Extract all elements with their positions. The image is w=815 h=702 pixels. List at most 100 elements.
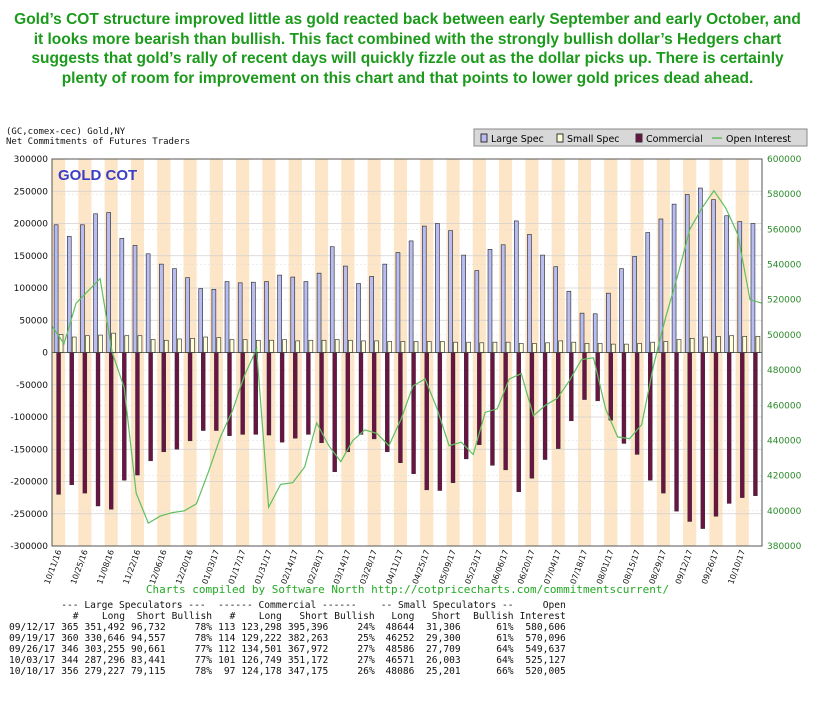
bar-large-spec xyxy=(369,276,374,353)
table-cell: 48644 xyxy=(385,622,415,633)
bar-small-spec xyxy=(229,339,235,353)
table-cell: 46571 xyxy=(385,655,415,666)
bar-large-spec xyxy=(448,230,453,353)
bar-small-spec xyxy=(295,340,300,353)
col-header: Short xyxy=(431,611,461,622)
bar-large-spec xyxy=(527,234,532,353)
table-cell: 570,096 xyxy=(525,633,566,644)
y-tick-left: 250000 xyxy=(14,187,49,197)
bar-commercial xyxy=(82,352,88,494)
y-tick-left: 0 xyxy=(42,349,48,359)
bar-small-spec xyxy=(177,338,182,353)
table-cell: 27% xyxy=(357,655,375,666)
table-group-header: --- Large Speculators --- ------ Commerc… xyxy=(6,600,569,611)
y-tick-left: 50000 xyxy=(19,316,48,326)
bar-commercial xyxy=(726,352,732,504)
y-tick-left: -150000 xyxy=(10,445,48,455)
bar-small-spec xyxy=(269,339,274,353)
legend: Large Spec Small Spec Commercial Open In… xyxy=(473,128,808,147)
bar-small-spec xyxy=(190,338,195,353)
y-tick-right: 420000 xyxy=(767,472,802,482)
bar-small-spec xyxy=(98,334,103,353)
bar-large-spec xyxy=(329,246,335,353)
bar-small-spec xyxy=(163,339,169,353)
bar-commercial xyxy=(450,352,456,483)
bar-large-spec xyxy=(553,266,559,353)
table-cell: 520,005 xyxy=(525,666,566,677)
bar-small-spec xyxy=(742,336,748,353)
table-cell: 580,606 xyxy=(525,622,566,633)
bar-large-spec xyxy=(80,224,85,353)
bar-small-spec xyxy=(413,341,419,353)
bar-commercial xyxy=(293,352,298,439)
table-cell: 77% xyxy=(194,644,213,655)
bar-commercial xyxy=(687,352,692,522)
bar-small-spec xyxy=(676,339,682,353)
table-cell: 24% xyxy=(357,622,375,633)
bar-large-spec xyxy=(264,281,269,353)
bar-small-spec xyxy=(400,341,406,353)
bar-large-spec xyxy=(290,276,296,353)
table-cell: 64% xyxy=(496,655,514,666)
table-cell: 123,298 xyxy=(241,622,282,633)
table-cell: 287,296 xyxy=(84,655,125,666)
credit-line: Charts compiled by Software North http:/… xyxy=(145,583,670,596)
bar-small-spec xyxy=(663,341,669,353)
bar-large-spec xyxy=(172,268,177,353)
bar-large-spec xyxy=(159,263,164,353)
table-cell: 26% xyxy=(357,666,375,677)
table-cell: 46252 xyxy=(385,633,415,644)
col-header: Long xyxy=(391,611,415,622)
table-cell: 382,263 xyxy=(287,633,329,644)
group-large-spec: --- Large Speculators --- xyxy=(61,600,206,611)
bar-large-spec xyxy=(132,245,138,353)
bar-commercial xyxy=(385,352,390,453)
table-cell: 134,501 xyxy=(241,644,282,655)
table-cell: 367,972 xyxy=(287,644,329,655)
bar-commercial xyxy=(516,352,521,493)
bar-large-spec xyxy=(711,199,716,353)
bar-small-spec xyxy=(545,342,550,353)
table-cell: 360 xyxy=(61,633,79,644)
table-cell: 94,557 xyxy=(130,633,166,644)
bar-large-spec xyxy=(316,272,322,353)
bar-large-spec xyxy=(645,232,651,353)
bar-large-spec xyxy=(237,282,243,353)
bar-small-spec xyxy=(518,343,524,353)
table-cell: 129,222 xyxy=(241,633,282,644)
y-tick-right: 440000 xyxy=(767,436,802,446)
table-cell: 10/10/17 xyxy=(9,666,56,677)
col-header: Long xyxy=(101,611,125,622)
bar-small-spec xyxy=(321,339,327,353)
bar-commercial xyxy=(503,352,508,471)
bar-large-spec xyxy=(579,312,585,353)
y-tick-left: -100000 xyxy=(10,413,48,423)
table-cell: 29,300 xyxy=(426,633,461,644)
bar-small-spec xyxy=(137,335,143,353)
bar-large-spec xyxy=(185,277,190,353)
bar-small-spec xyxy=(426,341,432,353)
bar-small-spec xyxy=(689,338,695,353)
col-header: Interest xyxy=(519,611,566,622)
bar-small-spec xyxy=(597,343,603,353)
table-row: 10/10/17 356 279,227 79,115 78% 97 124,178 347,… xyxy=(6,666,569,677)
table-cell: 09/12/17 xyxy=(9,622,56,633)
table-cell: 64% xyxy=(496,644,514,655)
table-cell: 78% xyxy=(194,633,213,644)
bar-commercial xyxy=(411,352,416,474)
bar-large-spec xyxy=(303,281,309,353)
watermark: GOLD COT xyxy=(58,167,137,184)
bar-commercial xyxy=(279,352,285,443)
bar-commercial xyxy=(253,352,258,435)
bar-small-spec xyxy=(755,336,761,353)
table-cell: 347,175 xyxy=(287,666,329,677)
cot-chart: (GC,comex-cec) Gold,NY Net Commitments o… xyxy=(0,124,815,584)
y-tick-right: 480000 xyxy=(767,366,802,376)
table-cell: 27,709 xyxy=(426,644,461,655)
y-tick-right: 560000 xyxy=(767,225,802,235)
y-tick-right: 460000 xyxy=(767,401,802,411)
bar-commercial xyxy=(345,352,351,453)
bar-large-spec xyxy=(198,288,204,353)
table-cell: 31,306 xyxy=(426,622,461,633)
table-cell: 90,661 xyxy=(130,644,166,655)
